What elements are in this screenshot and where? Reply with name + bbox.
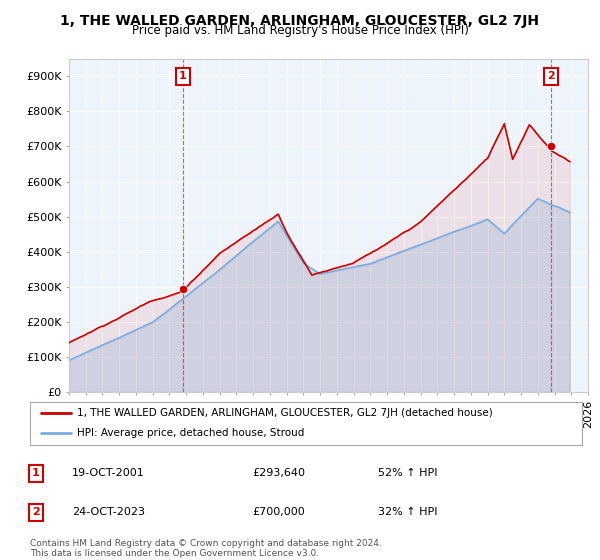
Text: 2: 2 [32,507,40,517]
Text: 52% ↑ HPI: 52% ↑ HPI [378,468,437,478]
Text: This data is licensed under the Open Government Licence v3.0.: This data is licensed under the Open Gov… [30,549,319,558]
Text: 19-OCT-2001: 19-OCT-2001 [72,468,145,478]
Text: 1: 1 [32,468,40,478]
Text: Contains HM Land Registry data © Crown copyright and database right 2024.: Contains HM Land Registry data © Crown c… [30,539,382,548]
Text: £700,000: £700,000 [252,507,305,517]
Text: Price paid vs. HM Land Registry's House Price Index (HPI): Price paid vs. HM Land Registry's House … [131,24,469,37]
Text: 1: 1 [179,71,187,81]
Text: 1, THE WALLED GARDEN, ARLINGHAM, GLOUCESTER, GL2 7JH (detached house): 1, THE WALLED GARDEN, ARLINGHAM, GLOUCES… [77,408,493,418]
Text: 24-OCT-2023: 24-OCT-2023 [72,507,145,517]
Text: 1, THE WALLED GARDEN, ARLINGHAM, GLOUCESTER, GL2 7JH: 1, THE WALLED GARDEN, ARLINGHAM, GLOUCES… [61,14,539,28]
Text: HPI: Average price, detached house, Stroud: HPI: Average price, detached house, Stro… [77,428,304,438]
Text: 2: 2 [547,71,555,81]
Text: £293,640: £293,640 [252,468,305,478]
Text: 32% ↑ HPI: 32% ↑ HPI [378,507,437,517]
